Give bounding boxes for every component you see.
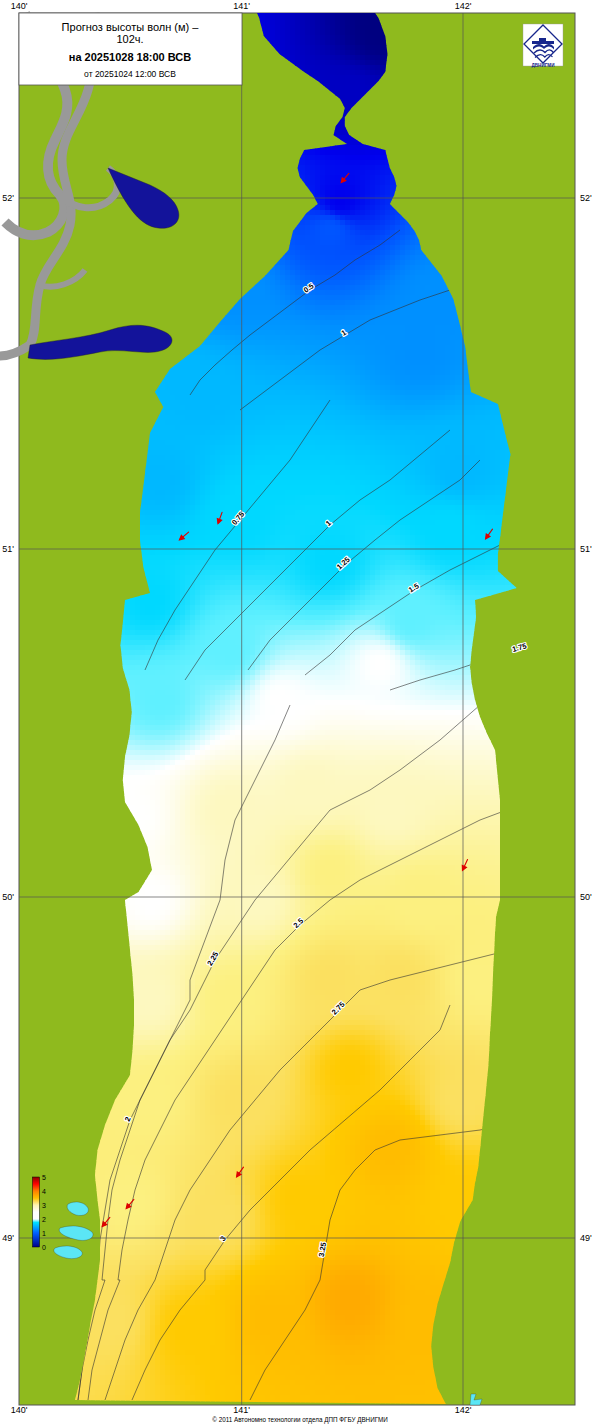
svg-text:52': 52': [580, 193, 592, 203]
svg-text:49': 49': [2, 1233, 14, 1243]
svg-text:3: 3: [42, 1202, 46, 1209]
svg-text:51': 51': [580, 544, 592, 554]
svg-text:142': 142': [455, 1, 472, 11]
svg-text:140': 140': [11, 1, 28, 11]
svg-text:на 20251028 18:00 ВСВ: на 20251028 18:00 ВСВ: [69, 51, 191, 63]
svg-text:© 2011 Автономно технологии от: © 2011 Автономно технологии отдела ДПП Ф…: [212, 1416, 388, 1424]
svg-text:Прогноз высоты волн (м) –: Прогноз высоты волн (м) –: [62, 21, 200, 33]
svg-text:142': 142': [455, 1405, 472, 1415]
svg-text:52': 52': [2, 193, 14, 203]
svg-text:от 20251024 12:00 ВСВ: от 20251024 12:00 ВСВ: [84, 69, 176, 79]
svg-text:5: 5: [42, 1174, 46, 1181]
svg-text:4: 4: [42, 1188, 46, 1195]
svg-text:1: 1: [42, 1230, 46, 1237]
svg-text:102ч.: 102ч.: [116, 33, 143, 45]
svg-text:2: 2: [42, 1216, 46, 1223]
svg-text:141': 141': [233, 1405, 250, 1415]
svg-text:49': 49': [580, 1233, 592, 1243]
svg-text:140': 140': [11, 1405, 28, 1415]
svg-text:50': 50': [2, 892, 14, 902]
svg-text:50': 50': [580, 892, 592, 902]
svg-text:0: 0: [42, 1244, 46, 1251]
svg-text:141': 141': [233, 1, 250, 11]
svg-text:51': 51': [2, 544, 14, 554]
svg-text:ДВНИГМИ: ДВНИГМИ: [532, 63, 555, 68]
